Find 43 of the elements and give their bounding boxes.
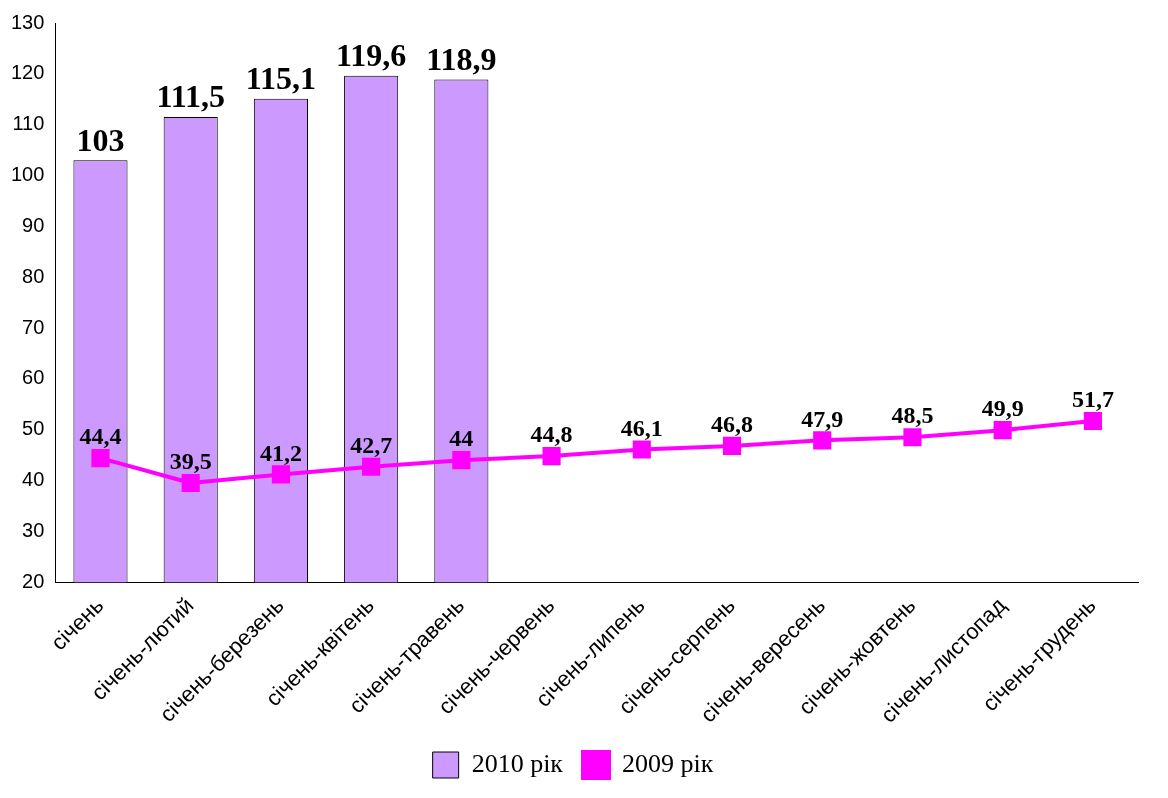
y-tick-label: 60	[22, 366, 45, 389]
point	[271, 465, 290, 484]
data-label: 111,5	[156, 78, 225, 115]
point	[542, 447, 561, 466]
data-label: 48,5	[891, 402, 934, 429]
y-tick-label: 70	[22, 315, 45, 338]
point	[993, 421, 1012, 440]
data-label: 118,9	[426, 40, 497, 77]
point	[181, 473, 200, 493]
data-label: 39,5	[169, 448, 212, 475]
point	[91, 449, 110, 468]
data-label: 41,2	[259, 439, 302, 466]
legend-label: 2010 рік	[471, 748, 564, 778]
y-tick-label: 30	[22, 518, 45, 541]
data-label: 51,7	[1071, 386, 1114, 413]
point	[722, 436, 742, 455]
point	[452, 451, 471, 470]
data-label: 119,6	[336, 37, 407, 74]
data-label: 46,8	[711, 411, 754, 438]
point	[1083, 411, 1102, 431]
point	[632, 440, 651, 459]
point	[362, 457, 381, 476]
y-tick-label: 90	[22, 213, 45, 236]
data-label: 47,9	[801, 405, 844, 432]
y-tick-label: 120	[10, 61, 45, 84]
data-label: 42,7	[350, 431, 393, 458]
data-label: 103	[76, 121, 125, 158]
data-label: 49,9	[981, 395, 1024, 422]
y-tick-label: 80	[22, 264, 45, 287]
data-label: 115,1	[245, 60, 317, 97]
y-tick-label: 40	[22, 468, 45, 491]
data-label: 44,4	[79, 423, 122, 450]
point	[813, 431, 832, 450]
y-tick-label: 100	[10, 163, 45, 186]
y-tick-label: 130	[10, 10, 45, 33]
point	[903, 428, 922, 447]
legend-label: 2009 рік	[622, 748, 714, 778]
y-tick-label: 20	[22, 569, 45, 592]
data-label: 44	[449, 425, 474, 452]
y-tick-label: 110	[12, 112, 45, 135]
y-tick-label: 50	[22, 417, 45, 440]
data-label: 46,1	[620, 414, 663, 441]
data-label: 44,8	[530, 421, 573, 448]
